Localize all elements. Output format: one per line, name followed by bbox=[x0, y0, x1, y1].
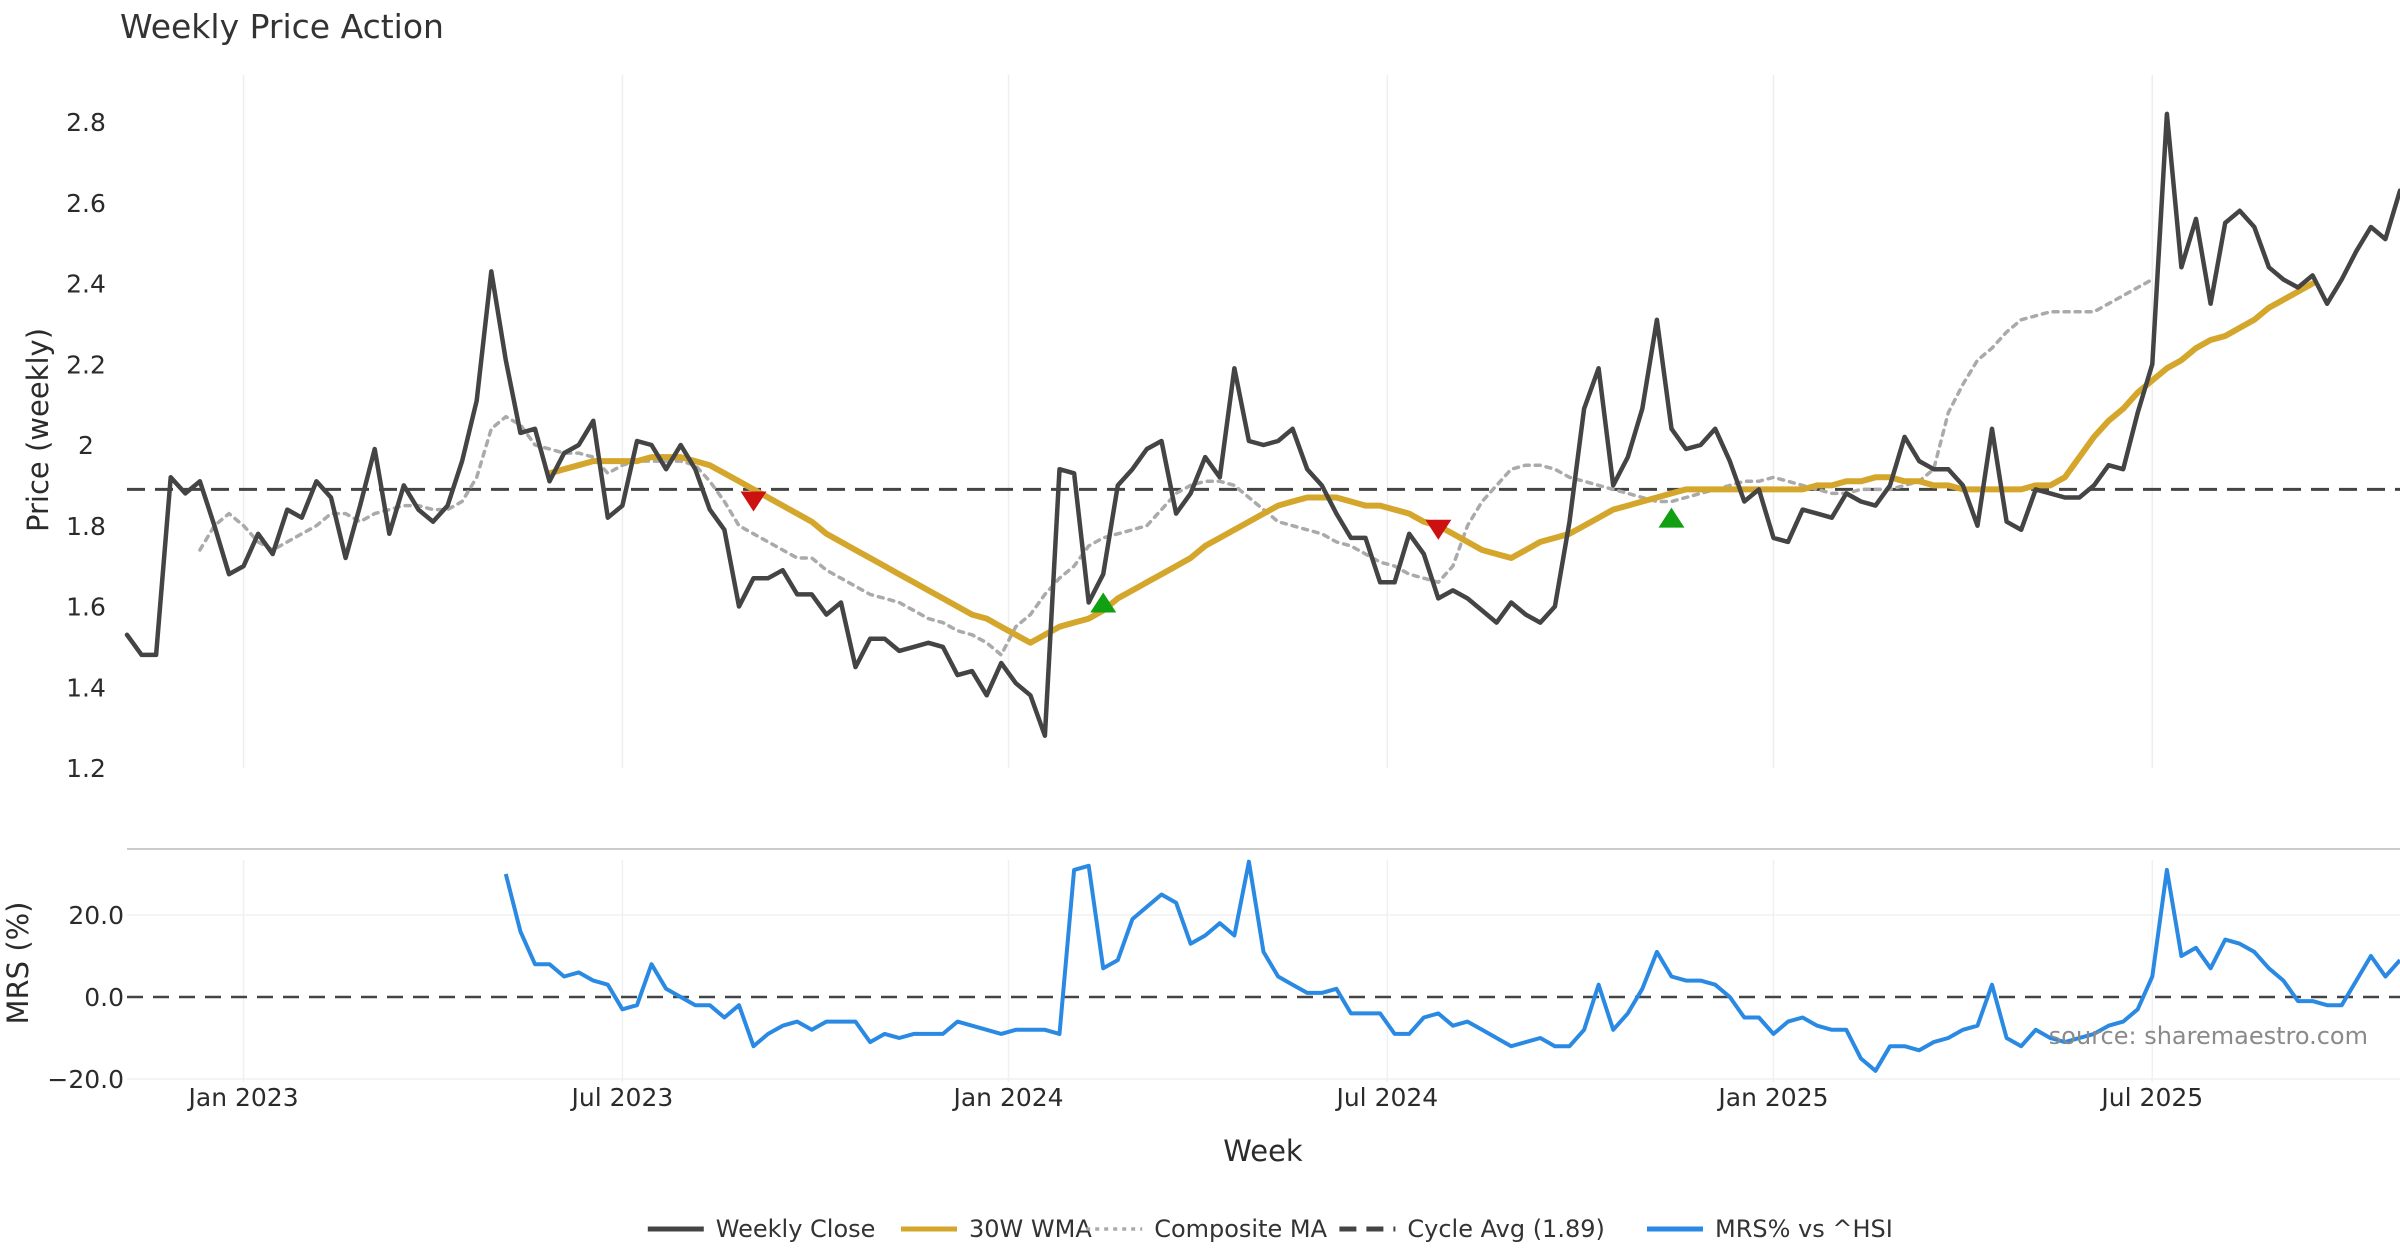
x-tick-label: Jul 2025 bbox=[2099, 1083, 2203, 1112]
legend-label: MRS% vs ^HSI bbox=[1715, 1215, 1893, 1243]
price-grid bbox=[242, 75, 2154, 768]
legend-item: Cycle Avg (1.89) bbox=[1339, 1215, 1605, 1243]
price-y-tick-label: 2.8 bbox=[66, 108, 106, 137]
price-y-tick-label: 2 bbox=[78, 431, 94, 460]
mrs-y-tick-label: 20.0 bbox=[68, 901, 124, 930]
weekly-close-line bbox=[124, 111, 2400, 738]
price-y-tick-label: 2.4 bbox=[66, 270, 106, 299]
legend-item: MRS% vs ^HSI bbox=[1647, 1215, 1893, 1243]
price-series bbox=[124, 111, 2400, 738]
mrs-y-label: MRS (%) bbox=[1, 902, 35, 1025]
legend-label: Composite MA bbox=[1154, 1215, 1327, 1243]
x-tick-label: Jan 2025 bbox=[1716, 1083, 1828, 1112]
chart-title: Weekly Price Action bbox=[120, 7, 444, 46]
mrs-y-tick-label: 0.0 bbox=[84, 983, 124, 1012]
x-axis-label: Week bbox=[1223, 1134, 1303, 1168]
price-y-tick-label: 1.2 bbox=[66, 754, 106, 783]
legend-item: Weekly Close bbox=[647, 1215, 876, 1243]
sell-signal-marker bbox=[740, 491, 767, 512]
composite-ma-line bbox=[198, 277, 2155, 657]
sell-signal-marker bbox=[1425, 519, 1452, 540]
mrs-y-ticks: −20.0 0.0 20.0 bbox=[47, 901, 124, 1094]
signal-markers bbox=[740, 491, 1685, 613]
x-tick-label: Jan 2024 bbox=[951, 1083, 1063, 1112]
mrs-line bbox=[503, 859, 2400, 1073]
legend-label: Cycle Avg (1.89) bbox=[1407, 1215, 1604, 1243]
price-y-label: Price (weekly) bbox=[21, 328, 55, 532]
x-tick-label: Jul 2024 bbox=[1334, 1083, 1438, 1112]
x-axis-ticks: Jan 2023 Jul 2023 Jan 2024 Jul 2024 Jan 2025… bbox=[187, 1083, 2204, 1112]
price-y-tick-label: 1.6 bbox=[66, 593, 106, 622]
buy-signal-marker bbox=[1090, 592, 1117, 613]
mrs-grid bbox=[127, 860, 2400, 1082]
x-tick-label: Jan 2023 bbox=[187, 1083, 299, 1112]
wma-30w-line bbox=[546, 280, 2316, 646]
price-y-ticks: 1.2 1.4 1.6 1.8 2 2.2 2.4 2.6 2.8 bbox=[66, 108, 106, 783]
buy-signal-marker bbox=[1658, 507, 1685, 528]
legend-label: Weekly Close bbox=[716, 1215, 876, 1243]
price-y-tick-label: 2.6 bbox=[66, 189, 106, 218]
x-tick-label: Jul 2023 bbox=[570, 1083, 674, 1112]
legend-label: 30W WMA bbox=[969, 1215, 1092, 1243]
legend-item: Composite MA bbox=[1086, 1215, 1328, 1243]
mrs-series bbox=[127, 859, 2400, 1073]
mrs-y-tick-label: −20.0 bbox=[47, 1065, 124, 1094]
price-y-tick-label: 1.8 bbox=[66, 512, 106, 541]
price-y-tick-label: 2.2 bbox=[66, 350, 106, 379]
legend: Weekly Close 30W WMA Composite MA Cycle Avg… bbox=[647, 1215, 1893, 1243]
price-y-tick-label: 1.4 bbox=[66, 673, 106, 702]
source-note: source: sharemaestro.com bbox=[2049, 1022, 2368, 1050]
legend-item: 30W WMA bbox=[901, 1215, 1092, 1243]
